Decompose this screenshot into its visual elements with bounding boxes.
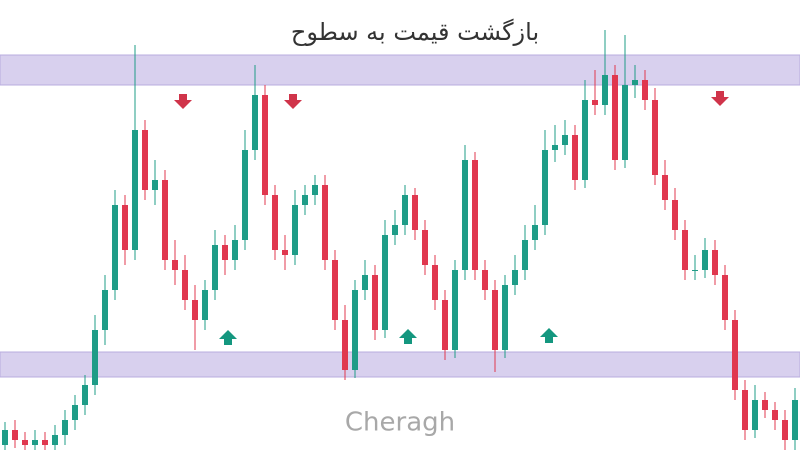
candle-body: [122, 205, 128, 250]
candle-body: [442, 300, 448, 350]
candle-body: [192, 300, 198, 320]
candle-body: [62, 420, 68, 435]
candle-body: [212, 245, 218, 290]
candle-body: [732, 320, 738, 390]
candle-body: [762, 400, 768, 410]
candle-body: [652, 100, 658, 175]
candle-body: [672, 200, 678, 230]
candle-body: [432, 265, 438, 300]
candle-body: [352, 290, 358, 370]
candle-body: [312, 185, 318, 195]
candle-body: [322, 185, 328, 260]
price-zone: [0, 351, 800, 378]
watermark: Cheragh: [345, 408, 455, 438]
candle-body: [72, 405, 78, 420]
candle-body: [742, 390, 748, 430]
candle-body: [492, 290, 498, 350]
candle-body: [22, 440, 28, 445]
candle-body: [632, 80, 638, 85]
candle-body: [282, 250, 288, 255]
candle-body: [542, 150, 548, 225]
candle-body: [772, 410, 778, 420]
candle-body: [402, 195, 408, 225]
candle-body: [92, 330, 98, 385]
candle-body: [452, 270, 458, 350]
candle-body: [2, 430, 8, 445]
candle-body: [512, 270, 518, 285]
candle-body: [682, 230, 688, 270]
candle-body: [752, 400, 758, 430]
candle-body: [422, 230, 428, 265]
candle-body: [482, 270, 488, 290]
candle-body: [42, 440, 48, 445]
price-zone: [0, 54, 800, 86]
candle-body: [572, 135, 578, 180]
candle-body: [712, 250, 718, 275]
candle-body: [342, 320, 348, 370]
candle-body: [32, 440, 38, 445]
candle-body: [392, 225, 398, 235]
candle-body: [162, 180, 168, 260]
candle-body: [242, 150, 248, 240]
candle-body: [332, 260, 338, 320]
candle-body: [592, 100, 598, 105]
candle-body: [262, 95, 268, 195]
up-arrow: [219, 330, 237, 345]
candle-body: [722, 275, 728, 320]
candle-body: [502, 285, 508, 350]
candle-body: [412, 195, 418, 230]
chart-title: بازگشت قیمت به سطوح: [291, 18, 539, 46]
candle-body: [172, 260, 178, 270]
candle-body: [252, 95, 258, 150]
candle-body: [562, 135, 568, 145]
candle-body: [702, 250, 708, 270]
candle-body: [232, 240, 238, 260]
candle-body: [532, 225, 538, 240]
candle-body: [362, 275, 368, 290]
candles: [2, 30, 798, 450]
up-arrow: [399, 329, 417, 344]
zones: [0, 54, 800, 378]
down-arrow: [174, 94, 192, 109]
candle-body: [152, 180, 158, 190]
candle-body: [272, 195, 278, 250]
candle-body: [582, 100, 588, 180]
candle-body: [112, 205, 118, 290]
candle-body: [612, 75, 618, 160]
down-arrow: [711, 91, 729, 106]
candle-body: [782, 420, 788, 440]
candle-body: [222, 245, 228, 260]
candle-body: [662, 175, 668, 200]
candle-body: [302, 195, 308, 205]
candle-body: [132, 130, 138, 250]
candle-body: [552, 145, 558, 150]
up-arrow: [540, 328, 558, 343]
candle-body: [602, 75, 608, 105]
candle-body: [792, 400, 798, 440]
candle-body: [292, 205, 298, 255]
candle-body: [622, 85, 628, 160]
candle-body: [372, 275, 378, 330]
candle-body: [12, 430, 18, 440]
candle-body: [202, 290, 208, 320]
candle-body: [462, 160, 468, 270]
candle-body: [382, 235, 388, 330]
candle-body: [522, 240, 528, 270]
candle-body: [642, 80, 648, 100]
candle-body: [102, 290, 108, 330]
candle-body: [52, 435, 58, 445]
candle-body: [472, 160, 478, 270]
arrows: [174, 91, 729, 345]
candle-body: [82, 385, 88, 405]
down-arrow: [284, 94, 302, 109]
title-background: [255, 14, 575, 52]
candle-body: [142, 130, 148, 190]
candle-body: [692, 270, 698, 271]
candle-body: [182, 270, 188, 300]
